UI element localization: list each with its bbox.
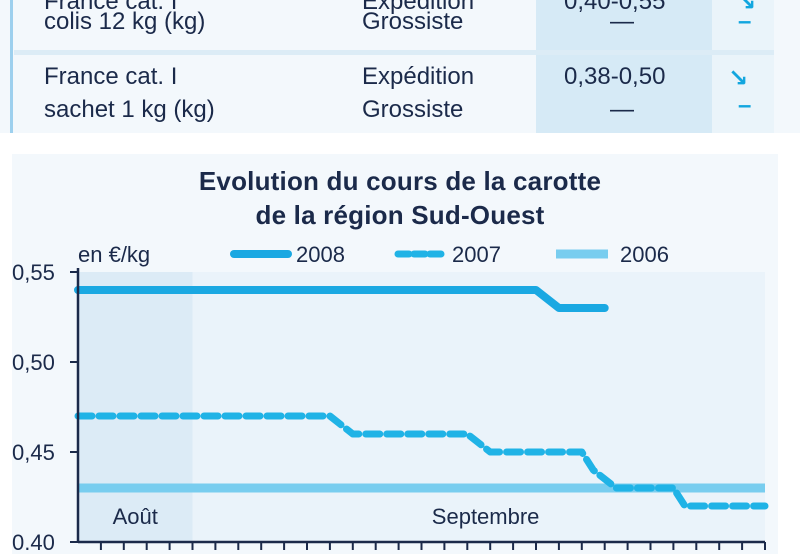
aout-band [78,272,193,542]
y-unit-label: en €/kg [78,242,150,267]
row1-stage-line2: Grossiste [362,8,464,35]
row1-stage-line1: Expédition [362,0,475,15]
row1-trend-line2: – [738,8,752,35]
y-tick-label: 0,45 [12,440,55,465]
row2-product-line1: France cat. I [44,63,178,90]
row2-price-line2: — [610,96,634,123]
chart-title-line1: Evolution du cours de la carotte [198,166,602,196]
row1-price-line1: 0,40-0,55 [564,0,666,15]
trend-column [712,0,774,133]
trend-down-icon: ↘ [736,0,757,16]
row1-product-line2: colis 12 kg (kg) [44,8,206,35]
period-label-aout: Août [113,504,158,529]
legend-label-2007: 2007 [452,242,501,267]
chart-title-line2: de la région Sud-Ouest [255,200,545,230]
y-tick-label: 0,40 [12,530,55,550]
row-separator [14,50,774,55]
price-column [536,0,712,133]
y-tick-label: 0,55 [12,260,55,285]
y-tick-label: 0,50 [12,350,55,375]
legend-label-2006: 2006 [620,242,669,267]
series-line-2008 [74,286,609,312]
trend-down-icon: ↘ [728,65,749,92]
series-line-2007 [74,412,769,510]
row2-trend-line2: – [738,92,752,119]
row2-stage-line2: Grossiste [362,96,464,123]
row1-price-line2: — [610,8,634,35]
row1-product-line1: France cat. I [44,0,178,15]
row2-stage-line1: Expédition [362,63,475,90]
row2-product-line2: sachet 1 kg (kg) [44,96,215,123]
legend-label-2008: 2008 [296,242,345,267]
row2-price-line1: 0,38-0,50 [564,63,666,90]
price-table: France cat. I colis 12 kg (kg) Expéditio… [0,0,800,133]
period-label-septembre: Septembre [432,504,540,529]
table-left-rule [10,0,13,133]
